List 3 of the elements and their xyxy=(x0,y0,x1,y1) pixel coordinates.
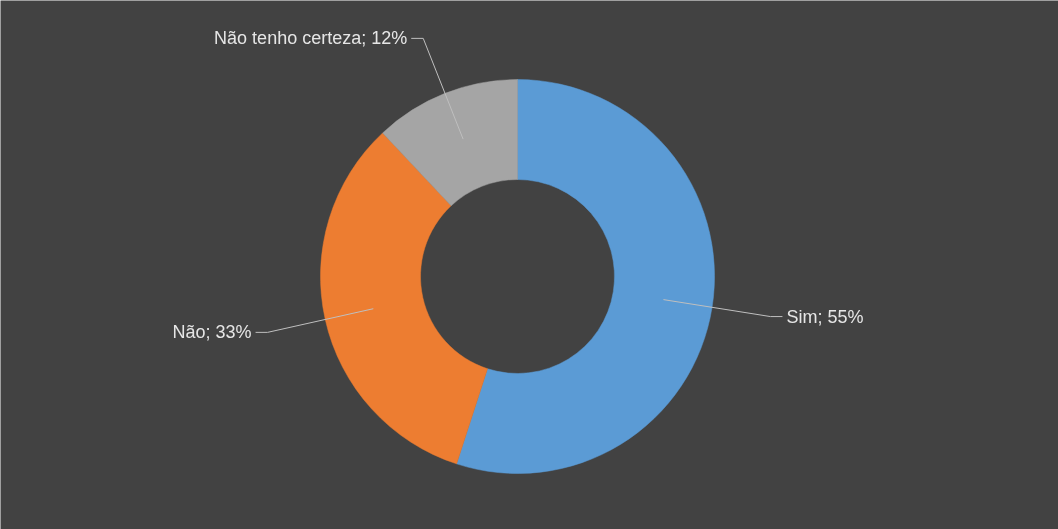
slice-label: Não tenho certeza; 12% xyxy=(214,28,408,49)
slice-label: Sim; 55% xyxy=(786,306,864,327)
slice-label: Não; 33% xyxy=(172,322,252,343)
